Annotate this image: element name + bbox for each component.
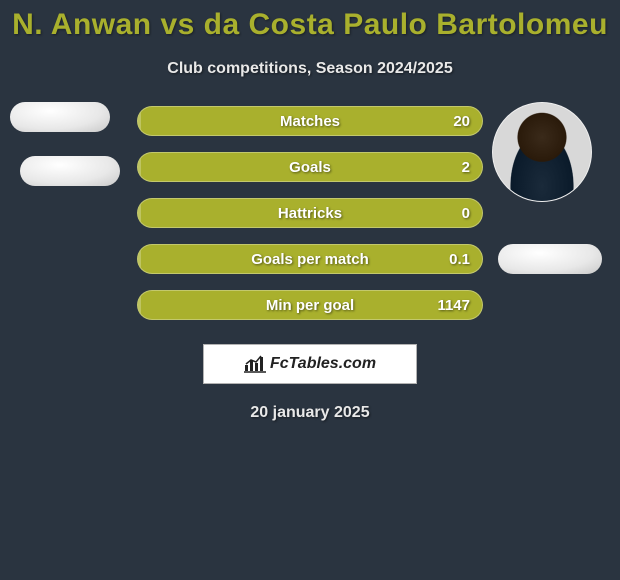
stat-label: Hattricks	[138, 199, 482, 228]
subtitle: Club competitions, Season 2024/2025	[0, 60, 620, 78]
watermark: FcTables.com	[203, 344, 417, 384]
stat-bar-min-per-goal: Min per goal 1147	[137, 290, 483, 320]
stat-right-value: 0.1	[449, 245, 470, 274]
stat-right-value: 2	[462, 153, 470, 182]
stat-bar-goals: Goals 2	[137, 152, 483, 182]
comparison-area: Matches 20 Goals 2 Hattricks 0 Goals per…	[0, 106, 620, 422]
avatar-image	[493, 103, 591, 201]
player-right-avatar	[492, 102, 592, 202]
bar-chart-icon	[244, 355, 266, 373]
player-left-placeholder-2	[20, 156, 120, 186]
stat-bar-matches: Matches 20	[137, 106, 483, 136]
stats-bars: Matches 20 Goals 2 Hattricks 0 Goals per…	[137, 106, 483, 320]
stat-right-value: 0	[462, 199, 470, 228]
watermark-text: FcTables.com	[270, 355, 376, 373]
player-left-placeholder-1	[10, 102, 110, 132]
stat-bar-goals-per-match: Goals per match 0.1	[137, 244, 483, 274]
stat-right-value: 20	[453, 107, 470, 136]
page-title: N. Anwan vs da Costa Paulo Bartolomeu	[0, 0, 620, 42]
stat-label: Min per goal	[138, 291, 482, 320]
player-right-placeholder	[498, 244, 602, 274]
stat-right-value: 1147	[437, 291, 470, 320]
stat-bar-hattricks: Hattricks 0	[137, 198, 483, 228]
stat-label: Matches	[138, 107, 482, 136]
stat-label: Goals	[138, 153, 482, 182]
stat-label: Goals per match	[138, 245, 482, 274]
date-text: 20 january 2025	[0, 404, 620, 422]
